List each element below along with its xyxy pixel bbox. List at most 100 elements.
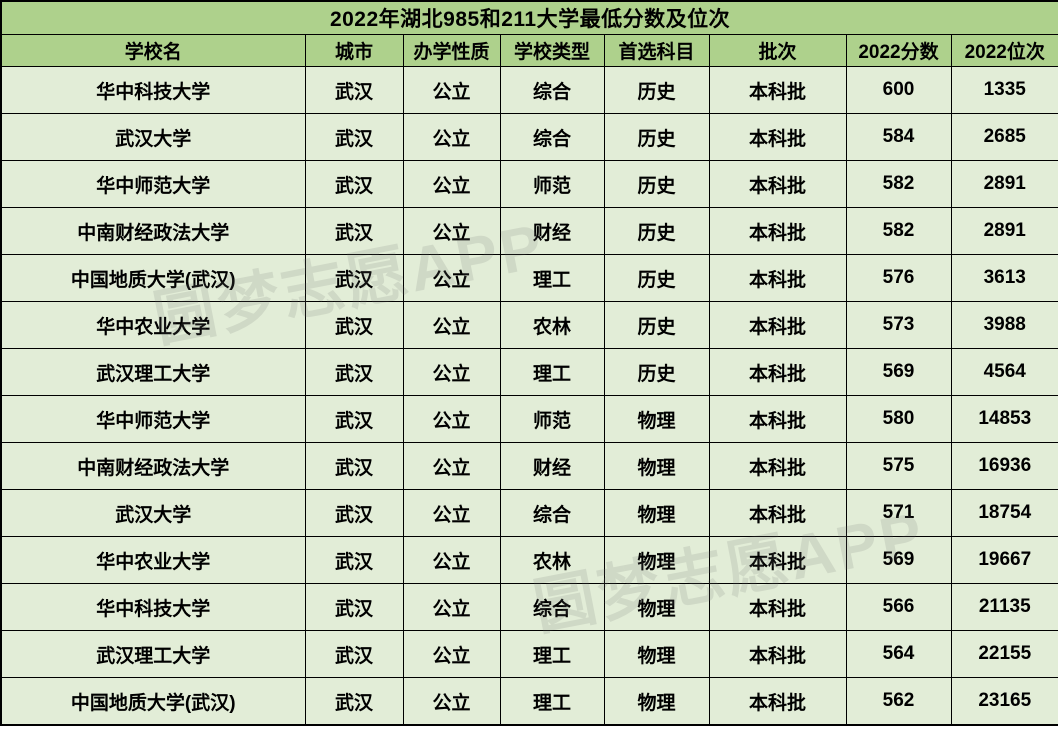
cell-subject: 历史 [603, 113, 710, 161]
cell-school: 中国地质大学(武汉) [0, 677, 306, 726]
table-row[interactable]: 中南财经政法大学 武汉 公立 财经 物理 本科批 575 16936 [0, 442, 1058, 490]
cell-school: 华中农业大学 [0, 536, 306, 584]
cell-type: 综合 [499, 113, 605, 161]
cell-city: 武汉 [304, 254, 404, 302]
cell-type: 农林 [499, 536, 605, 584]
cell-score: 580 [845, 395, 952, 443]
table-row[interactable]: 华中科技大学 武汉 公立 综合 物理 本科批 566 21135 [0, 583, 1058, 631]
column-header-type[interactable]: 学校类型 [499, 34, 605, 67]
column-header-score[interactable]: 2022分数 [845, 34, 952, 67]
column-header-school[interactable]: 学校名 [0, 34, 306, 67]
cell-batch: 本科批 [708, 348, 847, 396]
table-row[interactable]: 武汉大学 武汉 公立 综合 物理 本科批 571 18754 [0, 489, 1058, 537]
cell-subject: 物理 [603, 536, 710, 584]
cell-type: 理工 [499, 348, 605, 396]
title-row: 2022年湖北985和211大学最低分数及位次 [0, 0, 1058, 35]
cell-rank: 2891 [950, 160, 1058, 208]
table-row[interactable]: 华中农业大学 武汉 公立 农林 历史 本科批 573 3988 [0, 301, 1058, 349]
table-row[interactable]: 华中科技大学 武汉 公立 综合 历史 本科批 600 1335 [0, 66, 1058, 114]
cell-nature: 公立 [402, 442, 501, 490]
cell-city: 武汉 [304, 395, 404, 443]
cell-school: 武汉大学 [0, 113, 306, 161]
cell-subject: 物理 [603, 677, 710, 726]
cell-city: 武汉 [304, 583, 404, 631]
table-row[interactable]: 武汉理工大学 武汉 公立 理工 物理 本科批 564 22155 [0, 630, 1058, 678]
cell-school: 华中师范大学 [0, 160, 306, 208]
cell-nature: 公立 [402, 583, 501, 631]
table-row[interactable]: 中南财经政法大学 武汉 公立 财经 历史 本科批 582 2891 [0, 207, 1058, 255]
cell-school: 华中农业大学 [0, 301, 306, 349]
cell-city: 武汉 [304, 160, 404, 208]
cell-score: 573 [845, 301, 952, 349]
column-header-rank[interactable]: 2022位次 [950, 34, 1058, 67]
cell-score: 569 [845, 536, 952, 584]
cell-rank: 2685 [950, 113, 1058, 161]
cell-city: 武汉 [304, 301, 404, 349]
cell-city: 武汉 [304, 66, 404, 114]
table-row[interactable]: 中国地质大学(武汉) 武汉 公立 理工 物理 本科批 562 23165 [0, 677, 1058, 726]
cell-city: 武汉 [304, 677, 404, 726]
cell-batch: 本科批 [708, 583, 847, 631]
column-header-subject[interactable]: 首选科目 [603, 34, 710, 67]
cell-rank: 19667 [950, 536, 1058, 584]
table-row[interactable]: 武汉大学 武汉 公立 综合 历史 本科批 584 2685 [0, 113, 1058, 161]
cell-rank: 16936 [950, 442, 1058, 490]
cell-score: 600 [845, 66, 952, 114]
cell-subject: 物理 [603, 442, 710, 490]
cell-school: 武汉理工大学 [0, 630, 306, 678]
table-row[interactable]: 华中师范大学 武汉 公立 师范 历史 本科批 582 2891 [0, 160, 1058, 208]
cell-score: 564 [845, 630, 952, 678]
cell-city: 武汉 [304, 536, 404, 584]
cell-score: 582 [845, 160, 952, 208]
cell-batch: 本科批 [708, 113, 847, 161]
column-header-nature[interactable]: 办学性质 [402, 34, 501, 67]
cell-subject: 物理 [603, 630, 710, 678]
cell-rank: 3988 [950, 301, 1058, 349]
cell-nature: 公立 [402, 113, 501, 161]
cell-type: 综合 [499, 66, 605, 114]
cell-city: 武汉 [304, 442, 404, 490]
cell-nature: 公立 [402, 348, 501, 396]
cell-city: 武汉 [304, 113, 404, 161]
cell-batch: 本科批 [708, 630, 847, 678]
table-row[interactable]: 华中师范大学 武汉 公立 师范 物理 本科批 580 14853 [0, 395, 1058, 443]
cell-school: 华中科技大学 [0, 66, 306, 114]
table-row[interactable]: 武汉理工大学 武汉 公立 理工 历史 本科批 569 4564 [0, 348, 1058, 396]
cell-subject: 历史 [603, 66, 710, 114]
column-header-city[interactable]: 城市 [304, 34, 404, 67]
table-row[interactable]: 华中农业大学 武汉 公立 农林 物理 本科批 569 19667 [0, 536, 1058, 584]
cell-school: 武汉理工大学 [0, 348, 306, 396]
cell-batch: 本科批 [708, 207, 847, 255]
cell-score: 571 [845, 489, 952, 537]
cell-subject: 历史 [603, 207, 710, 255]
cell-school: 中国地质大学(武汉) [0, 254, 306, 302]
cell-subject: 历史 [603, 301, 710, 349]
cell-score: 582 [845, 207, 952, 255]
cell-subject: 历史 [603, 160, 710, 208]
cell-school: 中南财经政法大学 [0, 207, 306, 255]
cell-subject: 物理 [603, 395, 710, 443]
cell-rank: 2891 [950, 207, 1058, 255]
cell-score: 562 [845, 677, 952, 726]
cell-rank: 23165 [950, 677, 1058, 726]
table-row[interactable]: 中国地质大学(武汉) 武汉 公立 理工 历史 本科批 576 3613 [0, 254, 1058, 302]
cell-type: 理工 [499, 630, 605, 678]
cell-type: 师范 [499, 395, 605, 443]
cell-subject: 物理 [603, 489, 710, 537]
cell-type: 师范 [499, 160, 605, 208]
cell-nature: 公立 [402, 536, 501, 584]
cell-batch: 本科批 [708, 395, 847, 443]
cell-type: 综合 [499, 489, 605, 537]
cell-batch: 本科批 [708, 254, 847, 302]
cell-rank: 21135 [950, 583, 1058, 631]
page-title: 2022年湖北985和211大学最低分数及位次 [0, 0, 1058, 35]
cell-rank: 18754 [950, 489, 1058, 537]
cell-type: 理工 [499, 677, 605, 726]
cell-nature: 公立 [402, 207, 501, 255]
cell-nature: 公立 [402, 395, 501, 443]
column-header-batch[interactable]: 批次 [708, 34, 847, 67]
cell-subject: 历史 [603, 348, 710, 396]
cell-subject: 历史 [603, 254, 710, 302]
cell-nature: 公立 [402, 160, 501, 208]
